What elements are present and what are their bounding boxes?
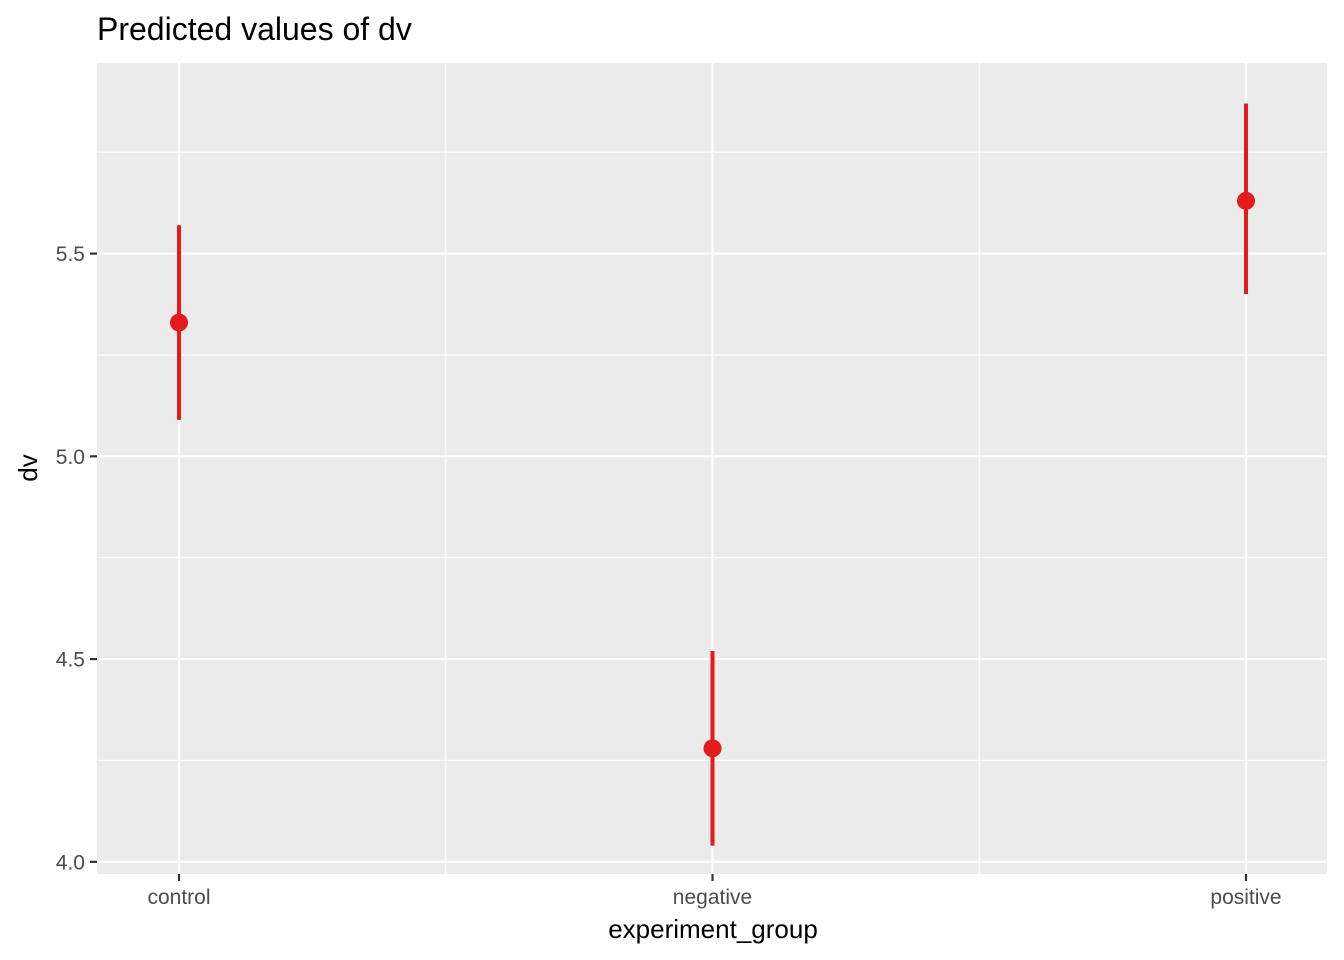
y-tick-label: 4.0 <box>56 851 85 874</box>
data-point <box>170 313 188 332</box>
y-tick-label: 5.0 <box>56 446 85 469</box>
x-axis-title: experiment_group <box>608 914 818 944</box>
y-tick-label: 5.5 <box>56 243 85 266</box>
data-marks <box>170 103 1255 846</box>
x-tick-label: control <box>147 886 210 909</box>
x-tick-label: negative <box>673 886 752 909</box>
data-point <box>703 739 722 758</box>
x-axis: control negative positive <box>147 874 1282 909</box>
y-axis-title: dv <box>13 454 43 481</box>
y-tick-label: 4.5 <box>56 649 85 672</box>
x-tick-label: positive <box>1210 886 1281 909</box>
data-point <box>1237 191 1255 210</box>
chart-title: Predicted values of dv <box>97 11 412 47</box>
y-axis: 4.0 4.5 5.0 5.5 <box>56 243 97 874</box>
